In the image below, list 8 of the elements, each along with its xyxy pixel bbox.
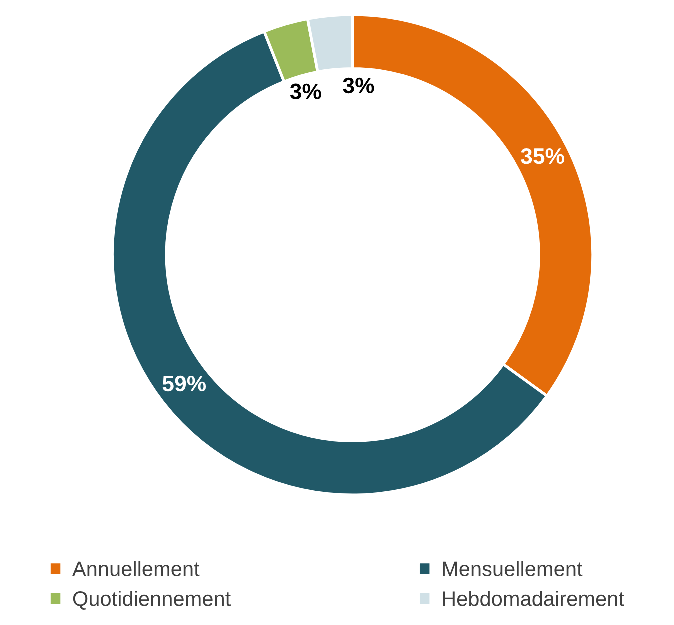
data-label: 59% <box>162 376 206 392</box>
legend-label: Annuellement <box>72 561 200 576</box>
legend-label: Hebdomadairement <box>443 590 624 606</box>
data-label: 35% <box>521 148 564 164</box>
legend-label: Mensuellement <box>443 561 583 576</box>
legend-label: Quotidiennement <box>73 590 231 610</box>
data-label: 3% <box>343 78 374 94</box>
data-label: 3% <box>290 84 322 100</box>
